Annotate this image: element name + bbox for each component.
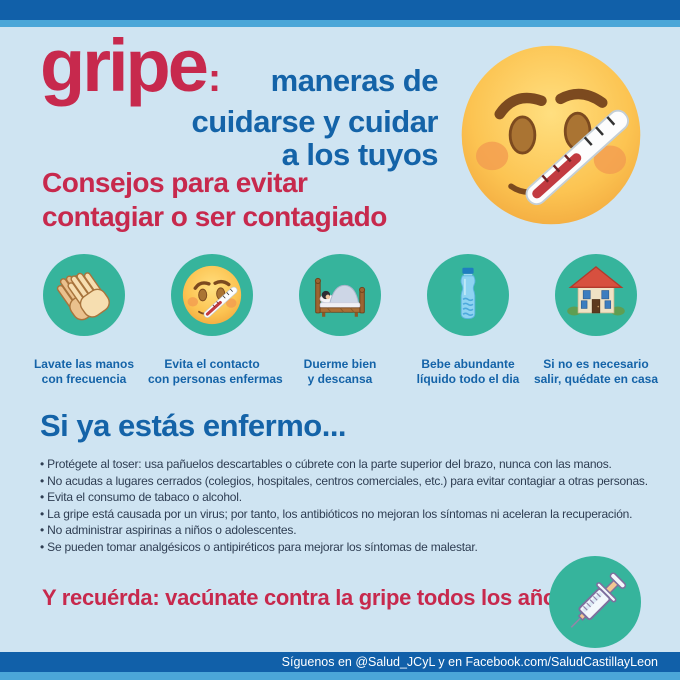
bullet-item: No administrar aspirinas a niños o adole… [40, 522, 665, 539]
advice-list: Protégete al toser: usa pañuelos descart… [40, 456, 665, 555]
tip-caption: Lavate las manos con frecuencia [33, 357, 135, 386]
subtitle-line2: contagiar o ser contagiado [42, 201, 387, 232]
social-follow-text: Síguenos en @Salud_JCyL y en Facebook.co… [281, 655, 658, 669]
title-colon: : [207, 56, 222, 100]
title-rest-line2: cuidarse y cuidar [191, 104, 438, 139]
tip-item-avoid-contact: Evita el contacto con personas enfermas [148, 254, 283, 387]
syringe-icon-circle [549, 556, 641, 648]
tip-caption: Si no es necesario salir, quédate en cas… [533, 357, 659, 386]
tip-caption: Duerme bien y descansa [303, 357, 377, 386]
top-bar [0, 0, 680, 20]
title-rest-line1: maneras de [270, 63, 439, 98]
subtitle-line1: Consejos para evitar [42, 167, 308, 198]
bullet-item: La gripe está causada por un virus; por … [40, 506, 665, 523]
title-line-1: gripe: maneras de [40, 29, 439, 103]
tip-icon-circle [555, 254, 637, 336]
bottom-strip [0, 672, 680, 680]
tips-row: Lavate las manos con frecuencia [20, 254, 660, 387]
tip-icon-circle [171, 254, 253, 336]
sick-face-icon [182, 265, 242, 325]
title-rest-line3: a los tuyos [281, 137, 439, 172]
house-icon [567, 266, 625, 316]
footer-bar: Síguenos en @Salud_JCyL y en Facebook.co… [0, 652, 680, 672]
water-bottle-icon [460, 267, 476, 320]
subtitle: Consejos para evitar contagiar o ser con… [42, 166, 387, 234]
bullet-item: Protégete al toser: usa pañuelos descart… [40, 456, 665, 473]
syringe-icon [570, 572, 627, 628]
tip-icon-circle [299, 254, 381, 336]
tip-item-stay-home: Si no es necesario salir, quédate en cas… [532, 254, 660, 387]
title-word-gripe: gripe [40, 24, 209, 107]
bullet-item: Evita el consumo de tabaco o alcohol. [40, 489, 665, 506]
clapping-hands-icon [56, 272, 110, 321]
tip-caption: Evita el contacto con personas enfermas [148, 357, 283, 386]
title-block: gripe: maneras de cuidarse y cuidar a lo… [40, 29, 439, 172]
tip-item-sleep: Duerme bien y descansa [276, 254, 404, 387]
person-in-bed-icon [314, 277, 366, 317]
bullet-item: Se pueden tomar analgésicos o antipiréti… [40, 539, 665, 556]
vaccine-reminder-text: Y recuérda: vacúnate contra la gripe tod… [42, 585, 568, 610]
tip-icon-circle [427, 254, 509, 336]
sick-section-heading: Si ya estás enfermo... [40, 408, 347, 443]
tip-icon-circle [43, 254, 125, 336]
top-strip [0, 20, 680, 27]
sick-face-emoji-icon [461, 45, 641, 225]
tip-item-wash-hands: Lavate las manos con frecuencia [20, 254, 148, 387]
tip-caption: Bebe abundante líquido todo el dia [416, 357, 520, 386]
bullet-item: No acudas a lugares cerrados (colegios, … [40, 473, 665, 490]
tip-item-drink: Bebe abundante líquido todo el dia [404, 254, 532, 387]
